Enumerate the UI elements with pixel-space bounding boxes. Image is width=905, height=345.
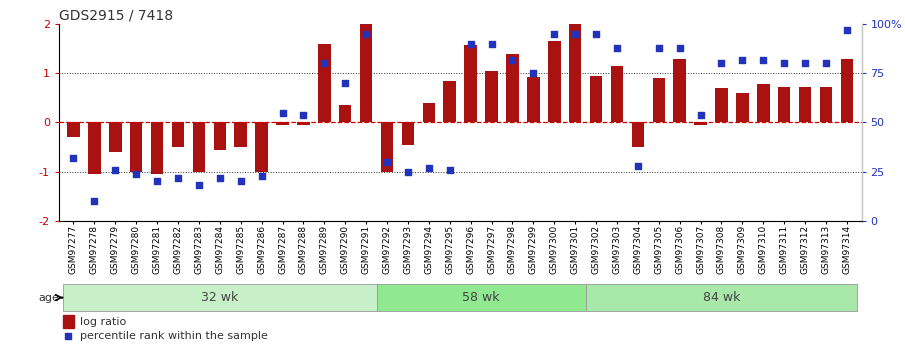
Point: [380, 159, 395, 165]
Bar: [402, 122, 414, 145]
Point: [631, 163, 645, 168]
Bar: [318, 44, 330, 122]
Bar: [820, 87, 833, 122]
Bar: [590, 76, 603, 122]
Bar: [736, 93, 748, 122]
Bar: [214, 122, 226, 149]
Bar: [193, 122, 205, 171]
Text: 84 wk: 84 wk: [703, 291, 740, 304]
Bar: [109, 122, 121, 152]
Bar: [276, 122, 289, 125]
Point: [317, 61, 331, 66]
FancyBboxPatch shape: [63, 284, 376, 311]
Point: [233, 179, 248, 184]
Bar: [653, 78, 665, 122]
Bar: [548, 41, 560, 122]
FancyBboxPatch shape: [376, 284, 586, 311]
Point: [589, 31, 604, 37]
Point: [87, 198, 101, 204]
Point: [819, 61, 834, 66]
Point: [526, 71, 540, 76]
Point: [192, 183, 206, 188]
Point: [338, 80, 352, 86]
Bar: [757, 84, 769, 122]
Point: [777, 61, 792, 66]
Bar: [234, 122, 247, 147]
Bar: [255, 122, 268, 171]
Bar: [841, 59, 853, 122]
Point: [150, 179, 165, 184]
Bar: [151, 122, 163, 174]
Point: [714, 61, 729, 66]
Point: [213, 175, 227, 180]
Point: [443, 167, 457, 172]
Point: [568, 31, 583, 37]
Point: [359, 31, 374, 37]
Point: [672, 45, 687, 50]
Point: [798, 61, 813, 66]
Point: [756, 57, 770, 62]
Point: [129, 171, 143, 176]
Bar: [632, 122, 644, 147]
Point: [610, 45, 624, 50]
Bar: [673, 59, 686, 122]
Point: [422, 165, 436, 170]
Point: [62, 333, 76, 338]
Bar: [569, 24, 581, 122]
Point: [66, 155, 81, 161]
Bar: [130, 122, 142, 171]
Bar: [464, 45, 477, 122]
Point: [735, 57, 749, 62]
Bar: [339, 105, 351, 122]
Bar: [360, 24, 372, 122]
Bar: [443, 81, 456, 122]
Bar: [778, 87, 790, 122]
Point: [840, 27, 854, 33]
Bar: [527, 77, 539, 122]
Text: 58 wk: 58 wk: [462, 291, 500, 304]
FancyBboxPatch shape: [586, 284, 857, 311]
Bar: [423, 103, 435, 122]
Point: [547, 31, 561, 37]
Bar: [67, 122, 80, 137]
Point: [693, 112, 708, 117]
Bar: [381, 122, 394, 171]
Point: [463, 41, 478, 47]
Point: [652, 45, 666, 50]
Point: [505, 57, 519, 62]
Point: [108, 167, 122, 172]
Bar: [715, 88, 728, 122]
Bar: [506, 53, 519, 122]
Bar: [485, 71, 498, 122]
Text: GDS2915 / 7418: GDS2915 / 7418: [59, 9, 173, 23]
Text: age: age: [38, 293, 59, 303]
Point: [401, 169, 415, 174]
Bar: [88, 122, 100, 174]
Text: percentile rank within the sample: percentile rank within the sample: [80, 331, 268, 341]
Bar: [62, 315, 74, 328]
Point: [296, 112, 310, 117]
Point: [254, 173, 269, 178]
Bar: [297, 122, 310, 125]
Text: 32 wk: 32 wk: [201, 291, 238, 304]
Bar: [694, 122, 707, 125]
Text: log ratio: log ratio: [80, 317, 126, 327]
Point: [275, 110, 290, 115]
Bar: [611, 66, 624, 122]
Bar: [799, 87, 812, 122]
Point: [171, 175, 186, 180]
Bar: [172, 122, 185, 147]
Point: [484, 41, 499, 47]
